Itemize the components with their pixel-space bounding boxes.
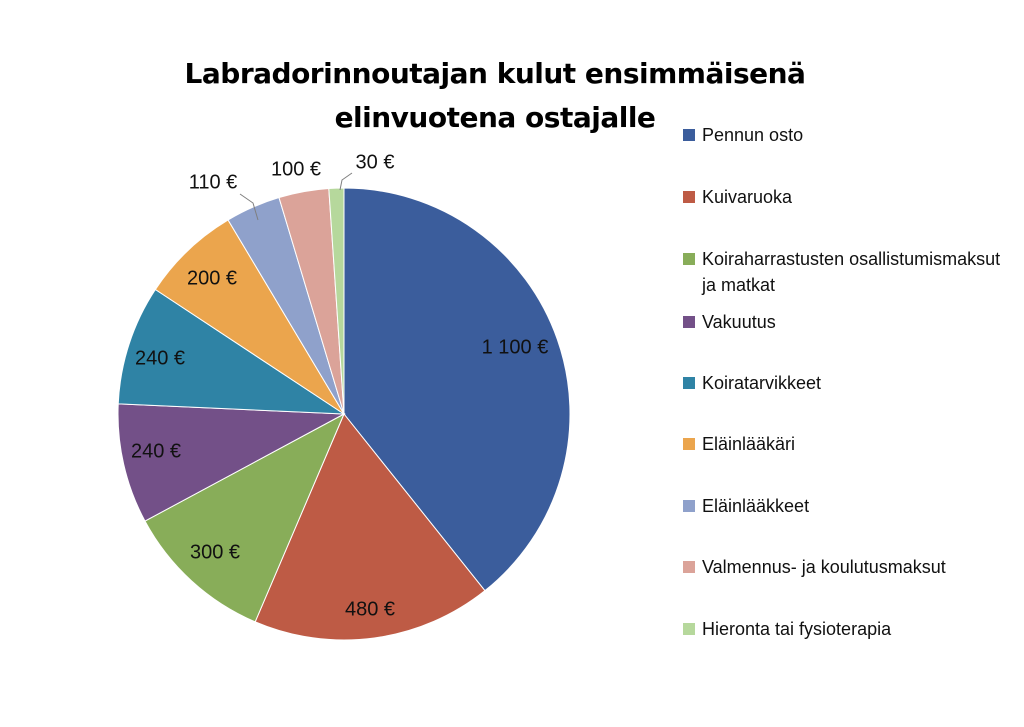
legend-label: Eläinlääkkeet [702,496,810,516]
legend-swatch [683,561,695,573]
legend-label: Koiratarvikkeet [702,373,822,393]
legend-swatch [683,438,695,450]
data-label: 300 € [190,541,240,563]
legend-label: Kuivaruoka [702,187,793,207]
data-label: 30 € [356,151,395,173]
pie-slice [328,187,345,415]
legend-item: Hieronta tai fysioterapia [683,616,1002,642]
pie-slice [254,413,486,641]
legend-swatch [683,623,695,635]
data-label: 240 € [135,347,185,369]
legend-item: Pennun osto [683,122,1002,148]
legend-label: Hieronta tai fysioterapia [702,619,892,639]
data-label: 200 € [187,267,237,289]
data-label: 480 € [345,598,395,620]
legend-label: Valmennus- ja koulutusmaksut [702,557,946,577]
legend-label: Pennun osto [702,125,804,145]
legend-label: Eläinlääkäri [702,434,796,454]
pie-slice [117,403,346,522]
chart-title: Labradorinnoutajan kulut ensimmäisenä el… [184,57,806,134]
data-label: 100 € [271,158,321,180]
legend-swatch [683,377,695,389]
legend-item: Koiratarvikkeet [683,370,1002,396]
legend-swatch [683,316,695,328]
legend-swatch [683,500,695,512]
data-label: 240 € [131,440,181,462]
pie-slice [154,219,345,415]
legend-swatch [683,253,695,265]
legend-label: Koiraharrastusten osallistumismaksut ja … [702,249,1001,295]
legend-item: Valmennus- ja koulutusmaksut [683,554,1002,580]
leader-line [239,193,259,221]
legend-item: Koiraharrastusten osallistumismaksut ja … [683,246,1002,298]
legend-item: Kuivaruoka [683,184,1002,210]
leader-line [339,172,353,191]
legend-item: Eläinlääkkeet [683,493,1002,519]
pie-slice [144,412,346,623]
legend-swatch [683,129,695,141]
pie-slice [117,288,346,415]
data-label: 110 € [189,171,238,193]
legend-label: Vakuutus [702,312,776,332]
legend-item: Vakuutus [683,309,1002,335]
pie-slice [343,187,571,592]
legend-item: Eläinlääkäri [683,431,1002,457]
legend-swatch [683,191,695,203]
data-label: 1 100 € [482,336,549,358]
